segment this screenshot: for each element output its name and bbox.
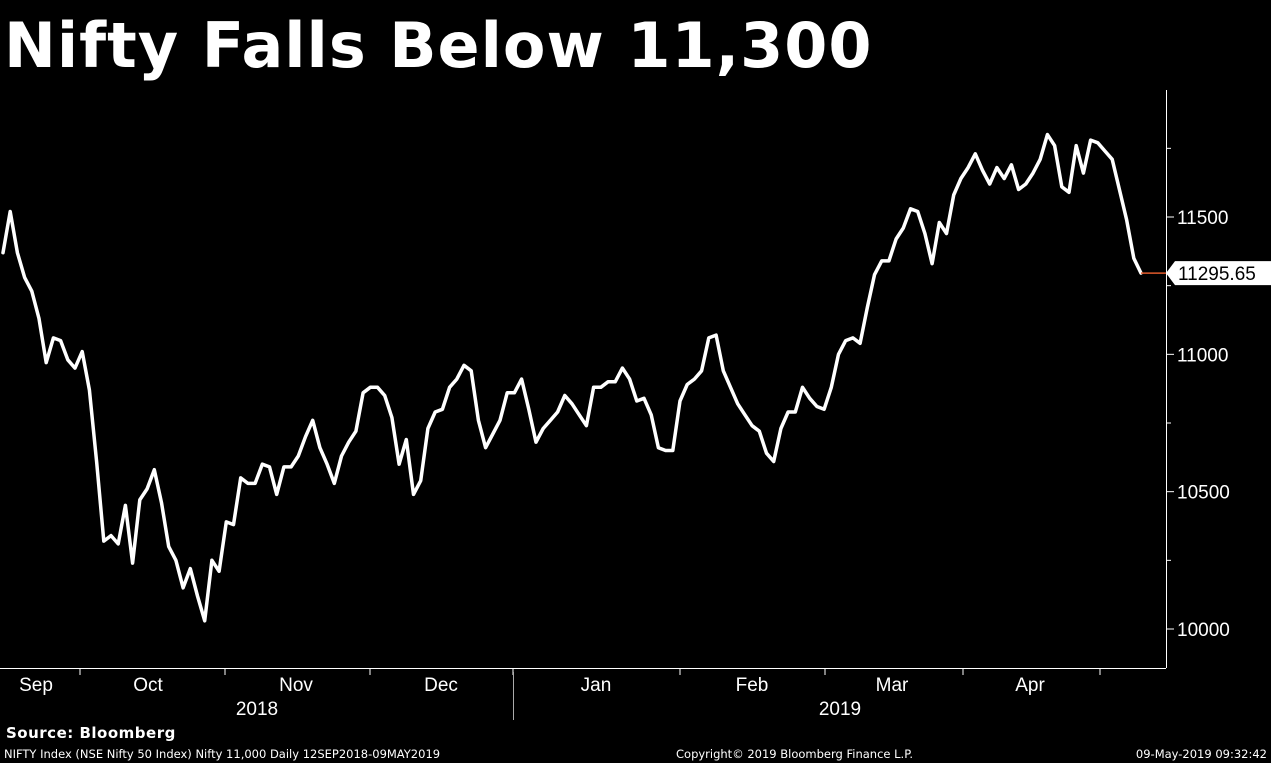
footer-copyright: Copyright© 2019 Bloomberg Finance L.P. xyxy=(676,747,913,761)
y-tick-label: 10000 xyxy=(1177,620,1230,641)
y-tick-label: 11000 xyxy=(1177,345,1228,366)
footer-timestamp: 09-May-2019 09:32:42 xyxy=(1135,747,1267,761)
source-label: Source: Bloomberg xyxy=(6,724,176,742)
x-month-label: Nov xyxy=(279,675,313,696)
chart-axes: 10000 10500 11000 11500 Sep Oct Nov Dec Jan Feb Ma… xyxy=(0,90,1230,720)
x-month-label: Oct xyxy=(133,675,163,696)
x-year-label: 2019 xyxy=(819,699,861,720)
chart-marks: 11295.65 xyxy=(1,132,1271,623)
last-value-label: 11295.65 xyxy=(1178,264,1256,285)
x-month-label: Feb xyxy=(736,675,769,696)
y-tick-label: 11500 xyxy=(1177,208,1228,229)
last-value-tag xyxy=(1166,261,1271,286)
x-month-label: Apr xyxy=(1015,675,1045,696)
x-year-label: 2018 xyxy=(236,699,278,720)
x-month-label: Sep xyxy=(19,675,53,696)
footer-ticker-info: NIFTY Index (NSE Nifty 50 Index) Nifty 1… xyxy=(4,747,441,761)
chart-title: Nifty Falls Below 11,300 xyxy=(4,9,873,82)
x-month-label: Jan xyxy=(581,675,612,696)
x-month-label: Mar xyxy=(876,675,909,696)
x-month-label: Dec xyxy=(424,675,458,696)
series-line xyxy=(1,132,1143,623)
y-tick-label: 10500 xyxy=(1177,483,1230,504)
